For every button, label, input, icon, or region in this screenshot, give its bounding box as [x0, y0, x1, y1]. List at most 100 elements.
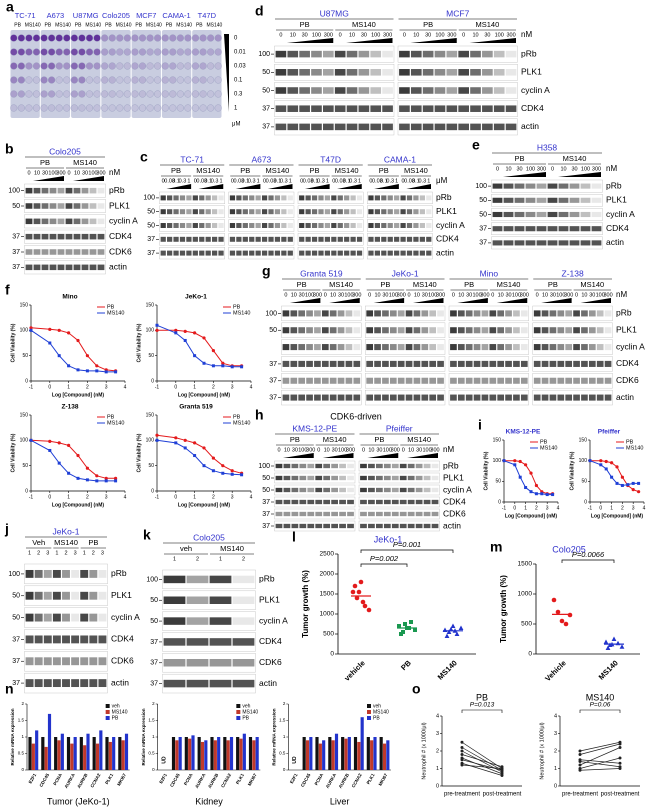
band	[236, 195, 242, 201]
band	[186, 617, 209, 625]
gel-strip	[448, 339, 529, 355]
point	[57, 461, 61, 465]
band	[311, 250, 318, 256]
band	[299, 105, 310, 112]
band	[481, 310, 489, 317]
band	[255, 223, 261, 228]
bar	[353, 737, 358, 770]
band	[400, 195, 406, 201]
gel-strip	[532, 373, 613, 389]
point	[183, 329, 187, 333]
panel-label: m	[490, 539, 502, 555]
gel-strip	[274, 484, 356, 496]
point	[230, 469, 234, 473]
well	[184, 48, 192, 56]
band	[89, 679, 98, 688]
protein: cyclin A	[259, 615, 288, 625]
band	[339, 487, 346, 493]
band	[356, 250, 363, 256]
band	[287, 250, 293, 256]
y-tick-label: 0	[25, 378, 28, 384]
point	[85, 369, 89, 373]
band	[281, 250, 287, 256]
point	[631, 488, 635, 492]
gene-label: MKI67	[247, 772, 258, 786]
lane-label: 0	[452, 292, 455, 298]
point	[409, 620, 413, 624]
gel-strip	[397, 45, 518, 63]
gel-strip	[274, 472, 356, 484]
band	[406, 223, 413, 228]
well	[10, 48, 18, 56]
bracket	[360, 549, 454, 553]
x-tick-label: -1	[29, 494, 34, 500]
band	[580, 183, 591, 189]
band	[337, 327, 345, 334]
note: UD	[161, 756, 167, 764]
band	[331, 499, 338, 505]
band	[350, 209, 356, 215]
band	[382, 377, 389, 384]
lane-label: 0.03	[335, 178, 346, 184]
treatment: MS140	[116, 22, 132, 28]
band	[323, 463, 331, 469]
gel-strip	[358, 508, 440, 520]
mw-marker: 37	[12, 636, 20, 643]
point	[588, 459, 592, 463]
band	[41, 233, 49, 240]
category-label: post-treatment	[601, 792, 640, 798]
bar	[184, 737, 188, 770]
band	[287, 87, 299, 94]
band	[394, 250, 400, 256]
point	[230, 472, 234, 476]
x-tick-label: 0	[513, 505, 516, 511]
point	[76, 338, 80, 343]
bar	[379, 737, 383, 770]
concentration: 0.3	[234, 92, 243, 98]
y-tick-label: 1.5	[148, 718, 155, 723]
band	[573, 310, 580, 317]
band	[186, 596, 209, 604]
concentration: 0.01	[234, 50, 246, 56]
well	[101, 34, 109, 42]
band	[347, 499, 354, 505]
band	[573, 394, 580, 401]
lane-label: 100	[556, 292, 565, 298]
well	[199, 34, 207, 42]
gel-strip	[24, 629, 108, 650]
band	[397, 327, 405, 334]
band	[356, 195, 363, 201]
protein: PLK1	[111, 590, 132, 600]
mw-marker: 37	[12, 680, 20, 687]
band	[212, 223, 218, 228]
band	[315, 463, 323, 469]
band	[315, 511, 323, 517]
x-tick-label: 3	[105, 494, 108, 500]
gel-strip	[228, 233, 295, 246]
y-tick-label: 0	[528, 651, 532, 658]
band	[287, 69, 299, 76]
well	[161, 62, 169, 70]
band	[205, 236, 211, 242]
point	[360, 599, 366, 605]
lane-label: 10	[34, 170, 40, 176]
band	[525, 240, 536, 246]
band	[513, 377, 520, 384]
band	[389, 377, 397, 384]
y-tick-label: 150	[20, 302, 29, 308]
band	[400, 250, 406, 256]
band	[458, 69, 469, 76]
gel-strip	[491, 222, 603, 236]
band	[437, 360, 444, 367]
legend-swatch	[236, 704, 241, 708]
point	[399, 632, 403, 636]
cell-line: T47D	[320, 154, 341, 164]
band	[533, 310, 541, 317]
x-tick-label: -1	[29, 384, 34, 390]
bar	[41, 737, 45, 770]
band	[331, 195, 337, 201]
band	[173, 236, 179, 242]
gel-strip	[448, 373, 529, 389]
lane-label: 10	[581, 292, 587, 298]
band	[520, 360, 528, 367]
